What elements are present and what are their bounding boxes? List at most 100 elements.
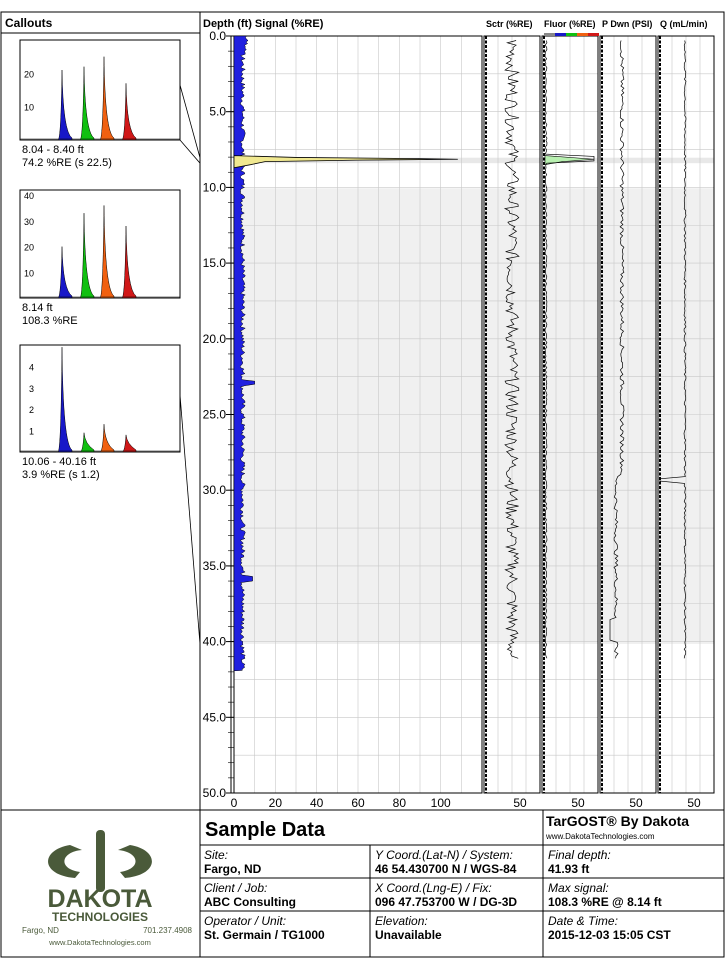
track-curve — [609, 40, 625, 659]
callout-connector — [179, 394, 201, 645]
callout-y-tick: 30 — [24, 217, 34, 227]
callout-peak — [99, 424, 115, 453]
operator-label: Operator / Unit: — [204, 914, 287, 928]
callout-y-tick: 2 — [29, 405, 34, 415]
final-depth-label: Final depth: — [548, 848, 611, 862]
signal-tick-label: 100 — [431, 796, 451, 810]
callouts-title: Callouts — [5, 16, 53, 30]
depth-tick-label: 50.0 — [203, 786, 227, 800]
site-value: Fargo, ND — [204, 862, 262, 876]
brand-website: www.DakotaTechnologies.com — [545, 832, 655, 841]
site-label: Site: — [204, 848, 229, 862]
logo-swoosh-right — [118, 845, 152, 878]
callout-signal: 3.9 %RE (s 1.2) — [22, 469, 100, 481]
ycoord-value: 46 54.430700 N / WGS-84 — [375, 862, 517, 876]
callout-range: 8.04 - 8.40 ft — [22, 144, 84, 156]
depth-tick-label: 40.0 — [203, 635, 227, 649]
fluor-color-swatch — [577, 33, 588, 36]
callout-peak — [99, 56, 115, 141]
callout-peak — [121, 225, 137, 299]
client-value: ABC Consulting — [204, 895, 296, 909]
depth-tick-label: 15.0 — [203, 256, 227, 270]
signal-tick-label: 60 — [351, 796, 365, 810]
callout-box — [19, 39, 181, 141]
signal-tick-label: 20 — [269, 796, 283, 810]
callout-peak — [121, 83, 137, 141]
callout-y-tick: 1 — [29, 427, 34, 437]
track-header: Q (mL/min) — [660, 19, 708, 29]
fluor-color-swatch — [588, 33, 599, 36]
callout-peak — [57, 347, 73, 453]
client-label: Client / Job: — [204, 881, 268, 895]
track-curve — [659, 40, 687, 659]
track-tick-label: 50 — [571, 796, 585, 810]
logo-phone: 701.237.4908 — [143, 926, 192, 935]
track-frame — [657, 35, 715, 794]
outer-frame — [0, 11, 725, 958]
final-depth-value: 41.93 ft — [548, 862, 590, 876]
elevation-label: Elevation: — [375, 914, 428, 928]
logo-city: Fargo, ND — [22, 926, 59, 935]
fluor-color-swatch — [544, 33, 555, 36]
dakota-logo — [48, 830, 152, 892]
depth-tick-label: 10.0 — [203, 180, 227, 194]
depth-tick-label: 45.0 — [203, 710, 227, 724]
depth-tick-label: 35.0 — [203, 559, 227, 573]
depth-tick-label: 0.0 — [209, 29, 226, 43]
signal-tick-label: 80 — [393, 796, 407, 810]
logo-line2: TECHNOLOGIES — [52, 910, 148, 924]
callout-box — [19, 344, 181, 453]
callout-box — [19, 189, 181, 299]
depth-tick-label: 30.0 — [203, 483, 227, 497]
callout-peak — [79, 213, 95, 299]
callout-y-tick: 10 — [24, 268, 34, 278]
signal-curve — [233, 35, 255, 672]
callout-y-tick: 4 — [29, 362, 34, 372]
report-title: Sample Data — [205, 819, 326, 841]
xcoord-label: X Coord.(Lng-E) / Fix: — [375, 881, 492, 895]
callout-peak — [121, 434, 137, 453]
callout-y-tick: 20 — [24, 243, 34, 253]
logo-web: www.DakotaTechnologies.com — [48, 938, 151, 947]
callout-peak — [99, 205, 115, 299]
date-time-value: 2015-12-03 15:05 CST — [548, 928, 671, 942]
ycoord-label: Y Coord.(Lat-N) / System: — [375, 848, 513, 862]
max-signal-value: 108.3 %RE @ 8.14 ft — [548, 895, 662, 909]
fluor-color-swatch — [555, 33, 566, 36]
callout-range: 8.14 ft — [22, 302, 53, 314]
signal-tick-label: 0 — [231, 796, 238, 810]
track-tick-label: 50 — [629, 796, 643, 810]
max-signal-label: Max signal: — [548, 881, 609, 895]
track-header: Fluor (%RE) — [544, 19, 596, 29]
callout-y-tick: 10 — [24, 103, 34, 113]
logo-bar — [96, 830, 105, 892]
signal-tick-label: 40 — [310, 796, 324, 810]
depth-tick-label: 25.0 — [203, 408, 227, 422]
track-tick-label: 50 — [687, 796, 701, 810]
callout-signal: 108.3 %RE — [22, 315, 78, 327]
callout-peak — [79, 432, 95, 453]
main-track-header: Depth (ft) Signal (%RE) — [203, 18, 324, 30]
track-frame — [599, 35, 657, 794]
callout-peak — [57, 69, 73, 141]
callout-signal: 74.2 %RE (s 22.5) — [22, 157, 112, 169]
logo-swoosh-left — [48, 845, 82, 878]
logo-line1: DAKOTA — [47, 885, 152, 913]
date-time-label: Date & Time: — [548, 914, 618, 928]
peak-signal — [233, 155, 458, 169]
operator-value: St. Germain / TG1000 — [204, 928, 325, 942]
track-header: Sctr (%RE) — [486, 19, 533, 29]
track-curve — [503, 40, 520, 659]
track-header: P Dwn (PSI) — [602, 19, 652, 29]
callout-range: 10.06 - 40.16 ft — [22, 456, 96, 468]
depth-tick-label: 20.0 — [203, 332, 227, 346]
elevation-value: Unavailable — [375, 928, 442, 942]
callout-y-tick: 20 — [24, 69, 34, 79]
track-frame — [483, 35, 541, 794]
callout-peak — [57, 246, 73, 299]
callout-peak — [79, 66, 95, 141]
fluor-color-swatch — [566, 33, 577, 36]
callout-y-tick: 40 — [24, 191, 34, 201]
depth-tick-label: 5.0 — [209, 105, 226, 119]
